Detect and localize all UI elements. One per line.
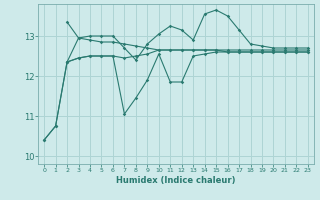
X-axis label: Humidex (Indice chaleur): Humidex (Indice chaleur) (116, 176, 236, 185)
